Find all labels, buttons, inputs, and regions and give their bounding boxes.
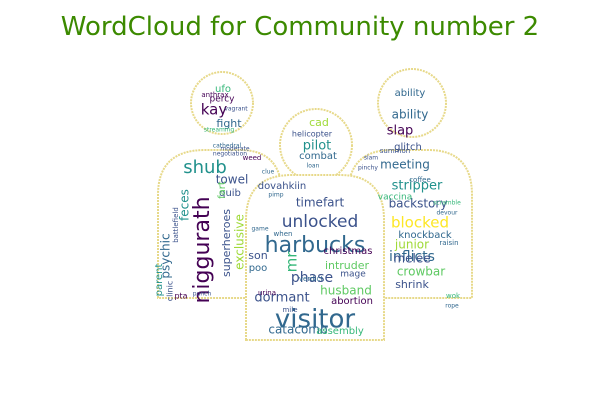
- cloud-word: christmas: [324, 246, 373, 257]
- word-layer: visitor harbucks niggurath unlocked shub mrph…: [154, 84, 461, 337]
- cloud-word: towel: [216, 173, 249, 187]
- cloud-word: fart: [217, 181, 228, 199]
- cloud-word: slap: [387, 124, 414, 139]
- cloud-word: rope: [445, 303, 459, 310]
- cloud-word: game: [251, 226, 268, 233]
- cloud-word: slam: [364, 155, 378, 162]
- cloud-word: quib: [219, 188, 241, 199]
- cloud-word: coffee: [409, 176, 431, 184]
- cloud-word: harbucks: [265, 233, 366, 258]
- cloud-word: blocked: [391, 214, 449, 232]
- cloud-word: pta: [174, 292, 187, 301]
- cloud-word: mr: [283, 251, 301, 273]
- cloud-word: shrink: [395, 278, 429, 291]
- cloud-word: husband: [320, 284, 372, 298]
- cloud-word: crowbar: [397, 265, 445, 279]
- cloud-word: intruder: [325, 259, 370, 272]
- cloud-word: parent: [154, 264, 165, 297]
- cloud-word: superheroes: [220, 209, 233, 277]
- cloud-word: meeting: [380, 158, 430, 172]
- cloud-word: cathedral: [213, 143, 242, 150]
- cloud-word: dormant: [254, 291, 309, 306]
- cloud-word: wok: [446, 292, 461, 300]
- cloud-word: loan: [307, 163, 320, 170]
- cloud-word: abortion: [331, 296, 373, 307]
- cloud-word: pimp: [268, 192, 283, 199]
- cloud-word: vaccina: [378, 193, 412, 203]
- head-outline: [279, 108, 353, 182]
- cloud-word: visitor: [275, 305, 355, 335]
- cloud-word: clinic: [166, 281, 175, 302]
- cloud-word: psychic: [159, 233, 173, 278]
- cloud-word: knockback: [398, 230, 452, 241]
- head-outline: [377, 68, 447, 138]
- cloud-word: anthrax: [201, 91, 228, 99]
- cloud-word: raisin: [439, 239, 458, 247]
- cloud-word: shub: [183, 157, 227, 178]
- cloud-word: catacomb: [268, 323, 327, 337]
- silhouette-outline: [157, 68, 473, 341]
- cloud-word: streaming: [204, 127, 234, 134]
- cloud-word: weed: [243, 154, 262, 162]
- cloud-word: vagrant: [224, 106, 248, 113]
- cloud-word: dovahkiin: [258, 181, 307, 192]
- cloud-word: fight: [216, 117, 242, 130]
- body-outline: [245, 174, 385, 341]
- cloud-word: ufo: [215, 84, 231, 95]
- cloud-word: poo: [249, 263, 268, 274]
- cloud-word: moderate: [220, 146, 250, 153]
- cloud-word: exclusive: [233, 214, 247, 270]
- cloud-word: niggurath: [190, 196, 215, 303]
- cloud-word: assembly: [316, 326, 364, 337]
- head-outline: [190, 71, 254, 135]
- cloud-word: clue: [262, 169, 275, 176]
- cloud-word: pilot: [303, 139, 332, 154]
- cloud-word: negotiation: [213, 151, 247, 158]
- cloud-word: junior: [394, 238, 429, 252]
- cloud-word: devour: [437, 210, 459, 217]
- cloud-word: melee: [393, 252, 430, 266]
- cloud-word: cad: [309, 116, 329, 129]
- cloud-word: unlocked: [282, 212, 359, 232]
- cloud-word: when: [274, 230, 293, 238]
- cloud-word: percy: [209, 95, 235, 105]
- cloud-word: combat: [299, 151, 337, 162]
- cloud-word: inflicts: [389, 249, 435, 265]
- cloud-word: son: [248, 249, 267, 262]
- cloud-word: ability: [395, 88, 426, 99]
- cloud-word: punch: [193, 291, 212, 298]
- cloud-word: verdict: [299, 275, 323, 283]
- cloud-word: helicopter: [292, 130, 333, 139]
- wordcloud-title: WordCloud for Community number 2: [60, 12, 540, 42]
- cloud-word: glitch: [394, 142, 422, 153]
- cloud-word: summon: [380, 147, 410, 155]
- cloud-word: timefart: [296, 196, 345, 210]
- cloud-word: backstory: [389, 197, 448, 211]
- cloud-word: pinchy: [358, 165, 378, 172]
- cloud-word: mage: [340, 270, 366, 280]
- cloud-word: mile: [282, 306, 297, 314]
- cloud-word: battlefield: [172, 207, 180, 243]
- cloud-word: feces: [178, 189, 192, 221]
- cloud-word: urina: [258, 289, 276, 297]
- cloud-word: stripper: [392, 179, 443, 194]
- cloud-word: ability: [392, 108, 429, 122]
- cloud-word: phase: [291, 270, 333, 286]
- cloud-word: scramble: [433, 200, 461, 207]
- cloud-word: kay: [201, 101, 228, 119]
